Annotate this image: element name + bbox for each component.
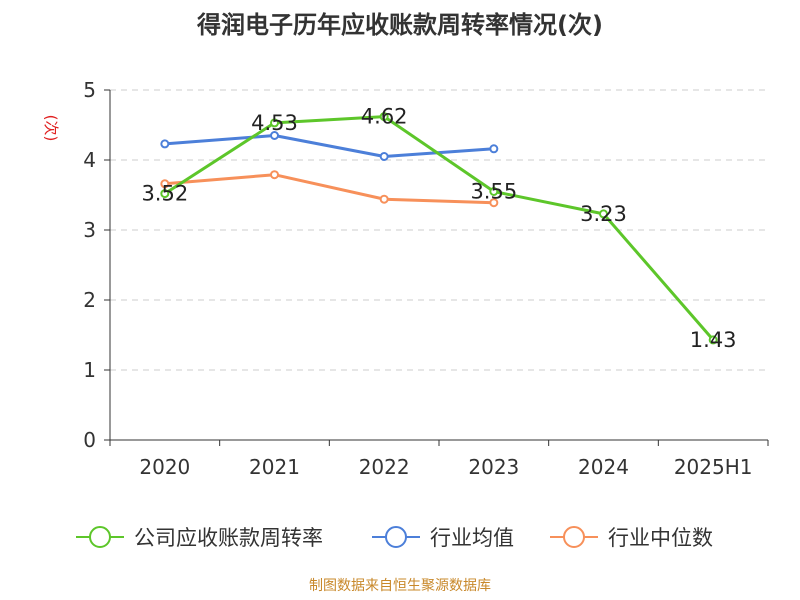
legend[interactable]: 公司应收账款周转率 行业均值 行业中位数 xyxy=(76,526,713,550)
y-tick-label: 4 xyxy=(83,148,96,172)
chart-title: 得润电子历年应收账款周转率情况(次) xyxy=(196,11,603,39)
series-line xyxy=(164,134,494,158)
legend-item-industry-median[interactable]: 行业中位数 xyxy=(550,526,713,550)
series-lines xyxy=(160,112,718,345)
x-tick-label: 2022 xyxy=(359,455,410,479)
data-point xyxy=(270,118,279,128)
legend-item-industry-mean[interactable]: 行业均值 xyxy=(372,526,514,550)
data-label: 3.55 xyxy=(470,180,517,204)
data-label: 3.52 xyxy=(141,182,188,206)
axes xyxy=(104,89,769,446)
x-tick-label: 2023 xyxy=(468,455,519,479)
data-point xyxy=(270,170,279,180)
source-note: 制图数据来自恒生聚源数据库 xyxy=(309,578,491,594)
legend-label: 行业均值 xyxy=(430,526,514,550)
data-point xyxy=(599,209,608,219)
data-label: 4.62 xyxy=(361,105,408,129)
data-labels: 3.52 4.53 4.62 3.55 3.23 1.43 xyxy=(141,105,736,352)
legend-item-company[interactable]: 公司应收账款周转率 xyxy=(76,526,323,550)
data-label: 3.23 xyxy=(580,202,627,226)
legend-label: 公司应收账款周转率 xyxy=(134,526,323,550)
grid-lines xyxy=(110,89,768,371)
legend-marker xyxy=(89,526,111,548)
y-tick-label: 1 xyxy=(83,358,96,382)
data-point xyxy=(160,179,170,189)
x-tick-label: 2020 xyxy=(139,455,190,479)
series-industry-mean xyxy=(160,131,499,161)
x-tick-labels: 2020 2021 2022 2023 2024 2025H1 xyxy=(139,455,752,479)
y-tick-label: 5 xyxy=(83,78,96,102)
data-point xyxy=(489,144,499,154)
series-industry-median xyxy=(160,170,499,208)
x-tick-label: 2024 xyxy=(578,455,629,479)
data-point xyxy=(160,139,170,149)
x-tick-label: 2025H1 xyxy=(674,455,753,479)
y-axis-label: (次) xyxy=(42,115,60,142)
data-point xyxy=(379,152,389,161)
data-point xyxy=(708,335,718,345)
series-line xyxy=(164,115,715,341)
data-point xyxy=(160,189,170,199)
data-label: 1.43 xyxy=(690,328,737,352)
legend-marker xyxy=(563,526,585,548)
x-tick-label: 2021 xyxy=(249,455,300,479)
data-point xyxy=(379,112,389,122)
y-tick-labels: 0 1 2 3 4 5 xyxy=(83,78,96,452)
data-label: 4.53 xyxy=(251,111,298,135)
legend-marker xyxy=(385,526,407,548)
y-tick-label: 0 xyxy=(83,428,96,452)
data-point xyxy=(489,198,499,208)
data-point xyxy=(270,131,279,140)
series-line xyxy=(164,173,494,205)
series-company xyxy=(160,112,718,345)
y-tick-label: 3 xyxy=(83,218,96,242)
legend-label: 行业中位数 xyxy=(608,526,713,550)
y-tick-label: 2 xyxy=(83,288,96,312)
data-point xyxy=(379,194,389,204)
data-point xyxy=(489,187,499,196)
